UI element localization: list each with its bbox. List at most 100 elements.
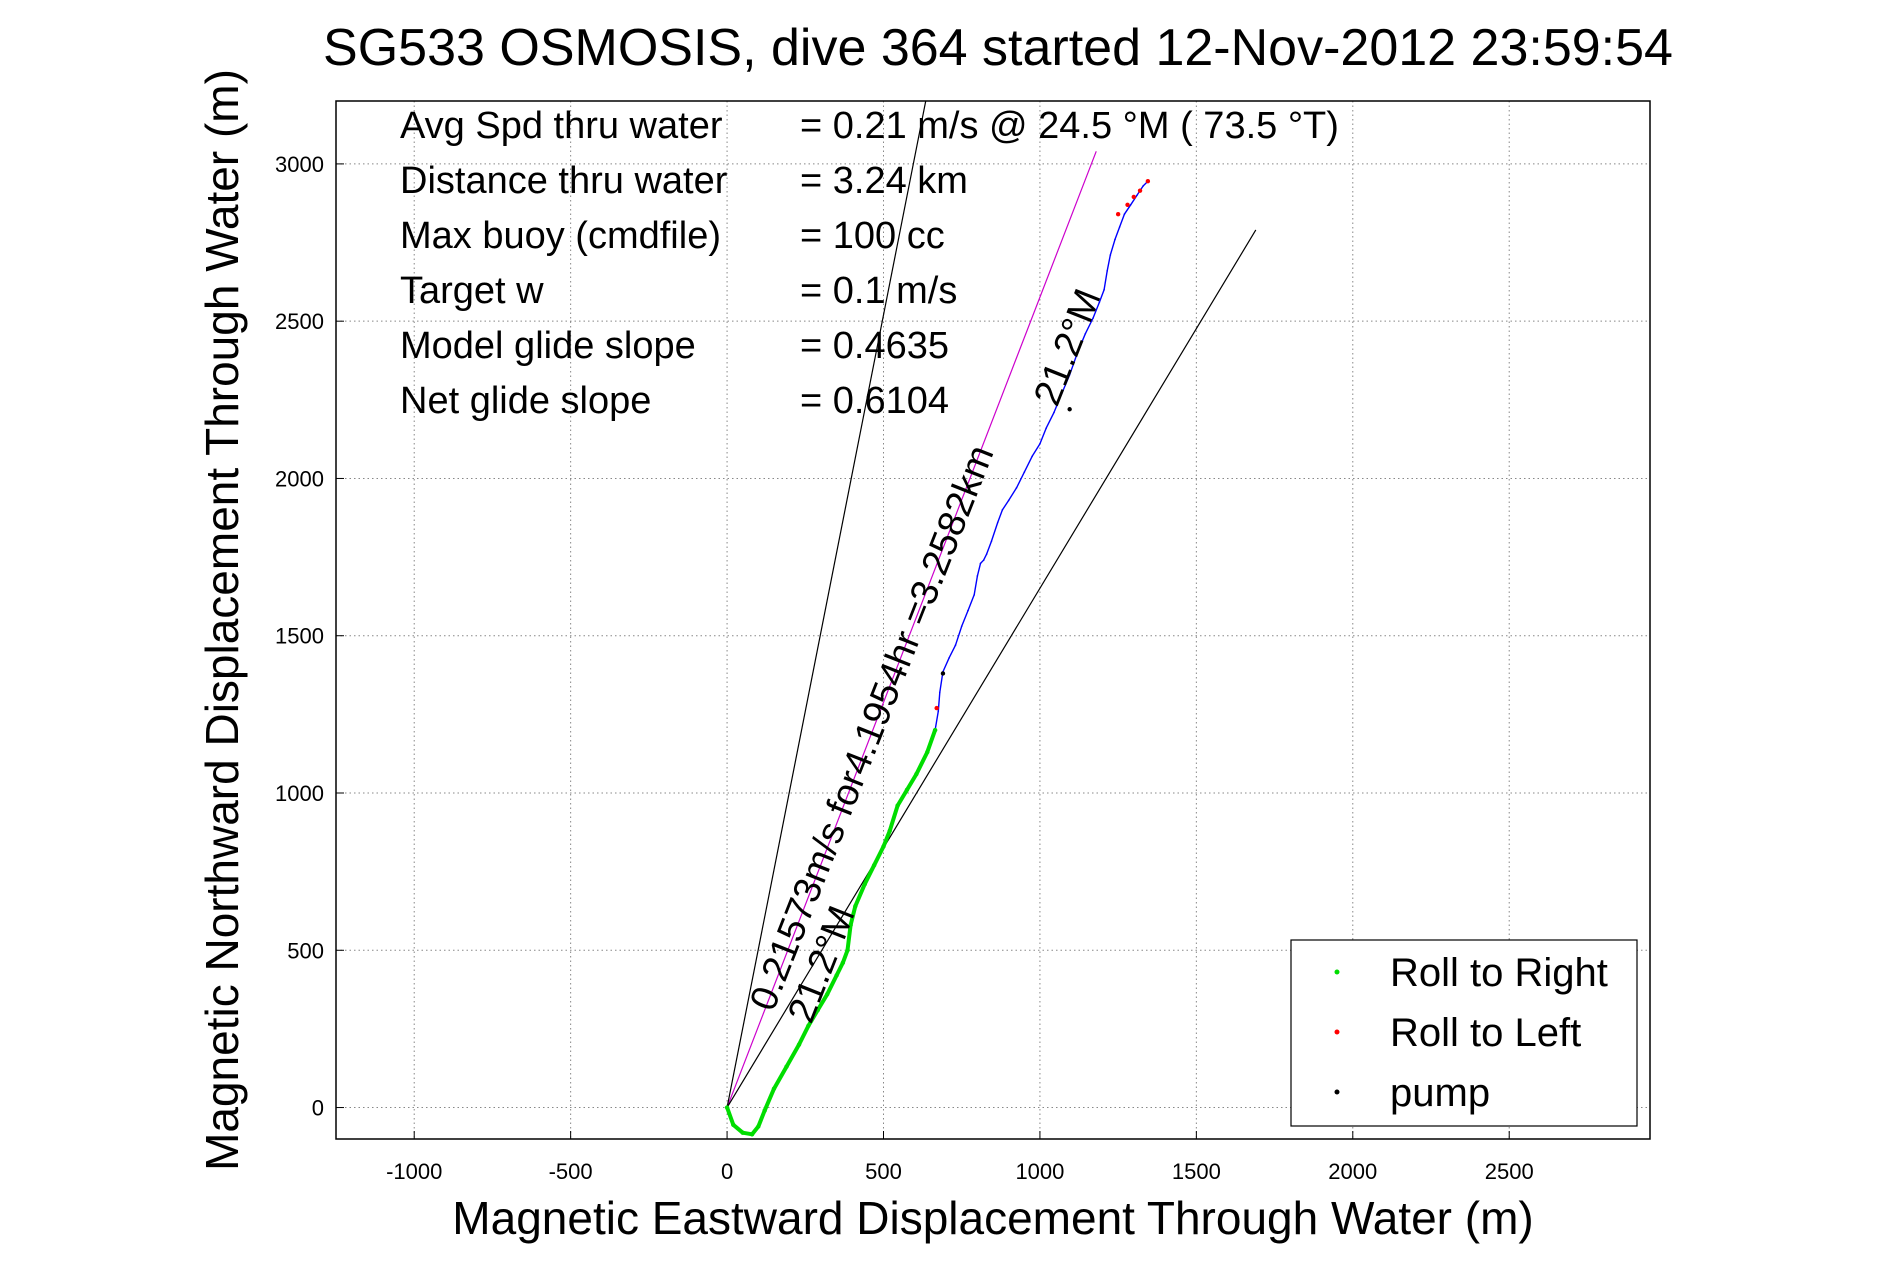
x-axis-label: Magnetic Eastward Displacement Through W… (452, 1192, 1533, 1244)
series-point-track (948, 656, 950, 659)
series-point-track (1007, 499, 1010, 502)
stat-value: = 0.6104 (800, 380, 949, 422)
series-point-track (1129, 204, 1132, 206)
series-point-roll-to-right (756, 1124, 761, 1129)
stat-value: = 0.21 m/s @ 24.5 °M ( 73.5 °T) (800, 105, 1339, 147)
x-tick-label: 0 (721, 1159, 733, 1184)
stat-value: = 0.4635 (800, 325, 949, 367)
stat-label: Max buoy (cmdfile) (400, 215, 721, 257)
series-point-track (1015, 487, 1018, 489)
series-point-roll-to-right (925, 749, 930, 755)
x-tick-label: 1000 (1015, 1159, 1064, 1184)
series-point-roll-to-right (806, 1023, 811, 1028)
data-series (724, 179, 1151, 1137)
series-point-track (1098, 301, 1101, 304)
series-point-track (1045, 427, 1047, 429)
series-point-roll-to-left (934, 705, 939, 711)
series-point-track (996, 521, 999, 524)
series-point-track (1084, 332, 1087, 335)
y-tick-label: 1000 (275, 781, 324, 806)
legend-marker (1334, 969, 1340, 975)
series-point-track (967, 609, 969, 612)
series-point-roll-to-right (895, 803, 900, 808)
legend-marker (1334, 1089, 1340, 1095)
series-point-roll-to-right (848, 922, 853, 928)
reference-line-heading (726, 151, 1097, 1108)
series-point-roll-to-right (796, 1042, 802, 1047)
series-point-roll-to-right (749, 1132, 755, 1137)
x-tick-label: 2000 (1328, 1159, 1377, 1184)
series-point-track (1061, 392, 1063, 395)
series-point-track (1092, 317, 1094, 319)
y-tick-label: 1500 (275, 624, 324, 649)
series-point-track (1039, 443, 1041, 445)
series-point-track (1118, 226, 1121, 228)
series-point-roll-to-right (871, 863, 877, 868)
series-point-roll-to-right (862, 882, 867, 887)
series-point-pump (1067, 407, 1072, 412)
series-point-track (1031, 455, 1033, 458)
y-tick-label: 2500 (275, 309, 324, 334)
series-point-track (1023, 471, 1026, 473)
series-point-roll-to-right (815, 1007, 820, 1013)
series-point-track (1001, 509, 1004, 511)
series-point-track (1103, 288, 1105, 291)
series-point-track (990, 540, 993, 543)
x-tick-label: -500 (549, 1159, 593, 1184)
reference-line-bound-left (726, 100, 927, 1108)
series-point-roll-to-right (840, 960, 846, 966)
stat-label: Target w (400, 270, 544, 312)
series-point-track (1123, 213, 1126, 216)
series-point-track (1068, 373, 1071, 376)
series-point-roll-to-right (724, 1105, 730, 1110)
series-point-roll-to-right (834, 973, 839, 978)
y-tick-label: 500 (287, 938, 324, 963)
series-point-track (1076, 351, 1079, 354)
y-tick-label: 0 (312, 1096, 324, 1121)
tick-labels: -1000 -500 0 500 1000 1500 2000 2500 0 500 1000 150… (275, 152, 1534, 1184)
series-point-roll-to-right (845, 948, 850, 953)
x-tick-label: 1500 (1172, 1159, 1221, 1184)
stat-value: = 3.24 km (800, 160, 968, 202)
series-point-roll-to-right (762, 1108, 767, 1113)
series-point-track (1106, 270, 1108, 272)
series-point-roll-to-right (784, 1064, 789, 1069)
legend-box (1290, 939, 1638, 1127)
series-point-track (1053, 411, 1055, 414)
y-tick-label: 2000 (275, 466, 324, 491)
series-point-roll-to-right (824, 992, 830, 997)
legend-label: Roll to Right (1390, 951, 1608, 995)
series-point-track (960, 625, 963, 628)
series-point-pump (940, 671, 946, 676)
series-point-roll-to-right (881, 844, 886, 849)
series-point-roll-to-right (932, 727, 938, 733)
series-point-roll-to-left (1131, 194, 1136, 200)
series-point-track (1142, 185, 1144, 187)
series-point-track (982, 559, 985, 562)
series-point-track (1136, 194, 1138, 197)
chart-title: SG533 OSMOSIS, dive 364 started 12-Nov-2… (323, 19, 1673, 77)
series-point-roll-to-left (1125, 202, 1130, 207)
stats-block: Avg Spd thru water = 0.21 m/s @ 24.5 °M (… (400, 105, 1339, 422)
series-point-roll-to-right (731, 1122, 736, 1128)
series-point-roll-to-left (1145, 179, 1151, 184)
series-point-track (985, 553, 988, 555)
plot-frame (335, 100, 1651, 1140)
stat-label: Net glide slope (400, 380, 651, 422)
legend: Roll to Right Roll to Left pump (1290, 939, 1638, 1127)
legend-marker (1334, 1029, 1340, 1035)
speed-annotation: 0.21573m/s for4.1954hr =3.2582km (742, 440, 1002, 1017)
x-tick-label: 2500 (1485, 1159, 1534, 1184)
series-point-roll-to-right (853, 904, 858, 909)
series-point-track (976, 575, 979, 577)
series-point-track (954, 644, 957, 646)
x-tick-label: 500 (865, 1159, 902, 1184)
legend-label: Roll to Left (1390, 1011, 1581, 1055)
series-point-roll-to-right (904, 787, 910, 793)
x-tick-label: -1000 (386, 1159, 442, 1184)
series-point-roll-to-left (1115, 212, 1121, 217)
legend-label: pump (1390, 1071, 1490, 1115)
stat-value: = 0.1 m/s (800, 270, 957, 312)
series-point-roll-to-right (771, 1086, 777, 1091)
